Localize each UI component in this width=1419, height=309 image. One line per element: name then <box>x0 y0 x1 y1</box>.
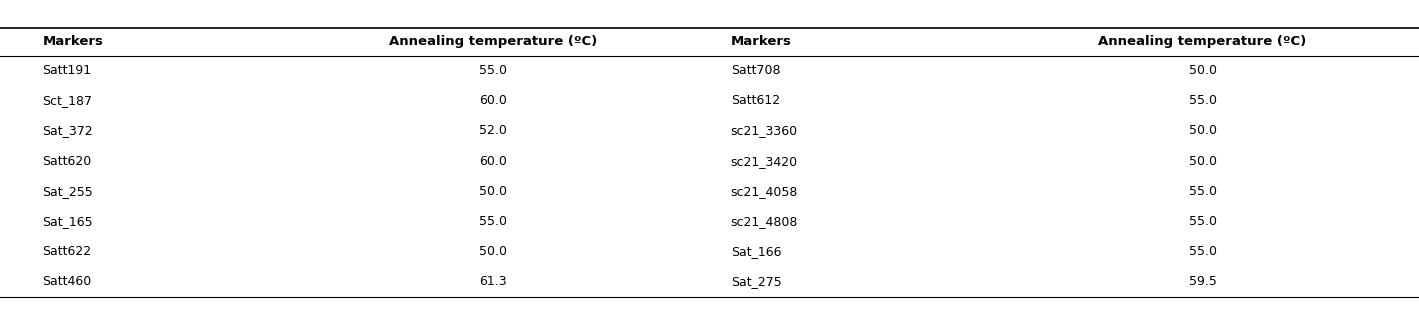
Text: 52.0: 52.0 <box>480 125 507 138</box>
Text: Satt708: Satt708 <box>731 64 780 77</box>
Text: 50.0: 50.0 <box>1189 64 1216 77</box>
Text: 55.0: 55.0 <box>480 64 507 77</box>
Text: Annealing temperature (ºC): Annealing temperature (ºC) <box>389 35 597 48</box>
Text: 55.0: 55.0 <box>1189 215 1216 228</box>
Text: Satt612: Satt612 <box>731 94 780 107</box>
Text: Markers: Markers <box>731 35 792 48</box>
Text: 59.5: 59.5 <box>1189 275 1216 288</box>
Text: Satt460: Satt460 <box>43 275 92 288</box>
Text: Satt620: Satt620 <box>43 154 92 167</box>
Text: sc21_4808: sc21_4808 <box>731 215 797 228</box>
Text: Sat_166: Sat_166 <box>731 245 782 258</box>
Text: 55.0: 55.0 <box>1189 185 1216 198</box>
Text: 55.0: 55.0 <box>1189 94 1216 107</box>
Text: 55.0: 55.0 <box>1189 245 1216 258</box>
Text: Markers: Markers <box>43 35 104 48</box>
Text: sc21_3420: sc21_3420 <box>731 154 797 167</box>
Text: 50.0: 50.0 <box>1189 154 1216 167</box>
Text: 60.0: 60.0 <box>480 154 507 167</box>
Text: Annealing temperature (ºC): Annealing temperature (ºC) <box>1098 35 1307 48</box>
Text: sc21_3360: sc21_3360 <box>731 125 797 138</box>
Text: Sat_165: Sat_165 <box>43 215 94 228</box>
Text: Sat_372: Sat_372 <box>43 125 94 138</box>
Text: Satt622: Satt622 <box>43 245 92 258</box>
Text: 50.0: 50.0 <box>480 185 507 198</box>
Text: Sct_187: Sct_187 <box>43 94 92 107</box>
Text: 50.0: 50.0 <box>1189 125 1216 138</box>
Text: 50.0: 50.0 <box>480 245 507 258</box>
Text: Sat_275: Sat_275 <box>731 275 782 288</box>
Text: 61.3: 61.3 <box>480 275 507 288</box>
Text: Sat_255: Sat_255 <box>43 185 94 198</box>
Text: 60.0: 60.0 <box>480 94 507 107</box>
Text: Satt191: Satt191 <box>43 64 92 77</box>
Text: sc21_4058: sc21_4058 <box>731 185 797 198</box>
Text: 55.0: 55.0 <box>480 215 507 228</box>
